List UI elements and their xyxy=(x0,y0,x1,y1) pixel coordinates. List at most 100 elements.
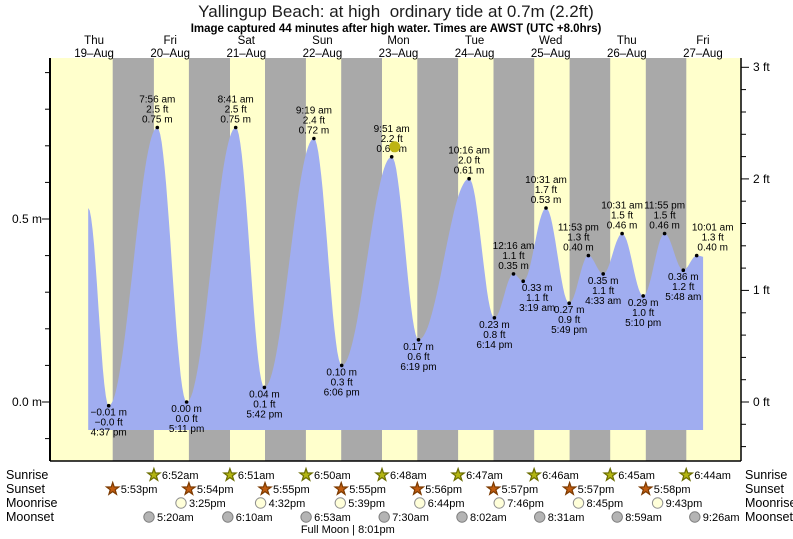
current-time-marker xyxy=(389,141,401,153)
day-label-dow: Sun xyxy=(312,35,332,47)
day-label-dow: Thu xyxy=(617,35,637,47)
tide-curve-area xyxy=(88,127,704,430)
moonset-circle-icon xyxy=(689,511,701,523)
tide-low-label: 0.17 m xyxy=(403,342,434,353)
sunset-star-icon xyxy=(485,480,502,496)
tide-event-dot xyxy=(389,155,394,159)
tide-high-label: 9:51 am xyxy=(374,124,410,135)
tide-event-dot xyxy=(184,400,189,404)
tide-high-label: 8:41 am xyxy=(218,95,254,106)
tide-low-label: 5:42 pm xyxy=(246,409,282,420)
sunset-star-icon xyxy=(180,480,197,496)
day-label-date: 22–Aug xyxy=(303,48,343,60)
tide-low-label: 0.27 m xyxy=(554,305,585,316)
moonset-time: 6:53am xyxy=(314,512,351,524)
moonset-circle-icon xyxy=(534,511,546,523)
tide-low-label: 0.10 m xyxy=(326,367,357,378)
tide-low-label: 0.6 ft xyxy=(407,352,429,363)
row-label-moonrise-left: Moonrise xyxy=(6,496,57,510)
tide-high-label: 7:56 am xyxy=(139,95,175,106)
sunrise-star-icon xyxy=(678,466,695,482)
day-label-date: 23–Aug xyxy=(379,48,419,60)
moonset-time: 5:20am xyxy=(157,512,194,524)
tide-low-label: 0.35 m xyxy=(588,276,619,287)
tide-low-label: 0.8 ft xyxy=(483,330,505,341)
tide-high-label: 1.1 ft xyxy=(502,251,524,262)
sunset-star-icon xyxy=(409,480,426,496)
tide-high-label: 11:53 pm xyxy=(558,223,599,234)
tide-low-label: 0.23 m xyxy=(479,320,510,331)
moonset-time: 9:26am xyxy=(703,512,740,524)
tide-event-dot xyxy=(233,125,238,130)
sun-moon-rows: 6:52am 6:51am 6:50am 6:48am 6:47am 6:46am 6:45… xyxy=(104,466,740,524)
tide-high-label: 10:31 am xyxy=(525,175,567,186)
sunset-star-icon xyxy=(257,480,273,496)
tide-high-label: 1.5 ft xyxy=(653,211,675,222)
tide-high-label: 10:31 am xyxy=(601,201,643,212)
moonrise-time: 9:43pm xyxy=(666,498,703,510)
tide-high-label: 1.5 ft xyxy=(611,211,633,222)
tide-event-dot xyxy=(544,206,548,210)
tide-low-label: 1.2 ft xyxy=(672,282,694,293)
tide-low-label: 0.0 ft xyxy=(175,414,197,425)
sunset-time: 5:57pm xyxy=(502,484,539,496)
tide-high-label: 1.3 ft xyxy=(702,233,724,244)
tide-high-label: 9:19 am xyxy=(296,106,332,117)
sunset-star-icon xyxy=(333,480,350,496)
sunrise-time: 6:46am xyxy=(542,470,579,482)
sunrise-star-icon xyxy=(145,466,162,482)
tide-high-label: 1.3 ft xyxy=(567,233,589,244)
tide-event-dot xyxy=(155,125,160,130)
sunrise-time: 6:51am xyxy=(238,470,275,482)
moon-phase-note: Full Moon | 8:01pm xyxy=(301,524,395,536)
sunset-star-icon xyxy=(637,480,654,496)
tide-high-label: 0.40 m xyxy=(563,243,594,254)
sunrise-star-icon xyxy=(222,466,238,482)
tide-high-label: 10:16 am xyxy=(448,146,490,157)
row-label-moonset-left: Moonset xyxy=(6,510,54,524)
sunset-star-icon xyxy=(104,480,121,496)
tide-low-label: 5:49 pm xyxy=(551,325,587,336)
moonrise-time: 3:25pm xyxy=(189,498,226,510)
tide-high-label: 2.5 ft xyxy=(146,105,168,116)
tide-curve-layer: −0.01 m−0.0 ft4:37 pm7:56 am2.5 ft0.75 m… xyxy=(88,95,734,439)
moonrise-time: 7:46pm xyxy=(507,498,544,510)
tide-high-label: 2.0 ft xyxy=(458,156,480,167)
tide-event-dot xyxy=(492,316,497,320)
moonrise-time: 4:32pm xyxy=(269,498,306,510)
row-label-moonset-right: Moonset xyxy=(745,510,793,524)
sunrise-star-icon xyxy=(602,466,619,482)
tide-low-label: −0.0 ft xyxy=(95,418,123,429)
tide-high-label: 0.72 m xyxy=(299,126,330,137)
moonset-time: 7:30am xyxy=(392,512,429,524)
sunset-time: 5:55pm xyxy=(349,484,386,496)
moonset-time: 8:59am xyxy=(625,512,662,524)
sunset-time: 5:56pm xyxy=(425,484,462,496)
tide-low-label: 6:06 pm xyxy=(324,387,360,398)
sunset-time: 5:58pm xyxy=(654,484,691,496)
moonset-circle-icon xyxy=(611,511,623,523)
tide-event-dot xyxy=(662,231,667,236)
left-axis-label-0.5m: 0.5 m xyxy=(12,212,42,226)
tide-high-label: 10:01 am xyxy=(692,223,734,234)
tide-low-label: 1.1 ft xyxy=(592,286,614,297)
day-label-date: 26–Aug xyxy=(607,48,647,60)
moonrise-circle-icon xyxy=(572,497,585,509)
tide-event-dot xyxy=(586,253,591,258)
tide-low-label: 0.29 m xyxy=(628,298,659,309)
sunrise-star-icon xyxy=(450,466,466,482)
sunset-time: 5:55pm xyxy=(273,484,310,496)
moonset-time: 8:02am xyxy=(470,512,507,524)
row-label-sunrise-left: Sunrise xyxy=(6,468,48,482)
moonrise-circle-icon xyxy=(493,497,505,509)
tide-low-label: 5:11 pm xyxy=(169,424,204,435)
sunrise-time: 6:47am xyxy=(466,470,503,482)
sunrise-time: 6:52am xyxy=(162,470,199,482)
tide-event-dot xyxy=(620,231,624,236)
moonrise-circle-icon xyxy=(334,497,346,509)
row-label-sunset-right: Sunset xyxy=(745,482,784,496)
tide-event-dot xyxy=(521,279,525,284)
sunset-time: 5:57pm xyxy=(578,484,615,496)
tide-event-dot xyxy=(681,268,686,273)
tide-low-label: 1.1 ft xyxy=(526,293,548,304)
